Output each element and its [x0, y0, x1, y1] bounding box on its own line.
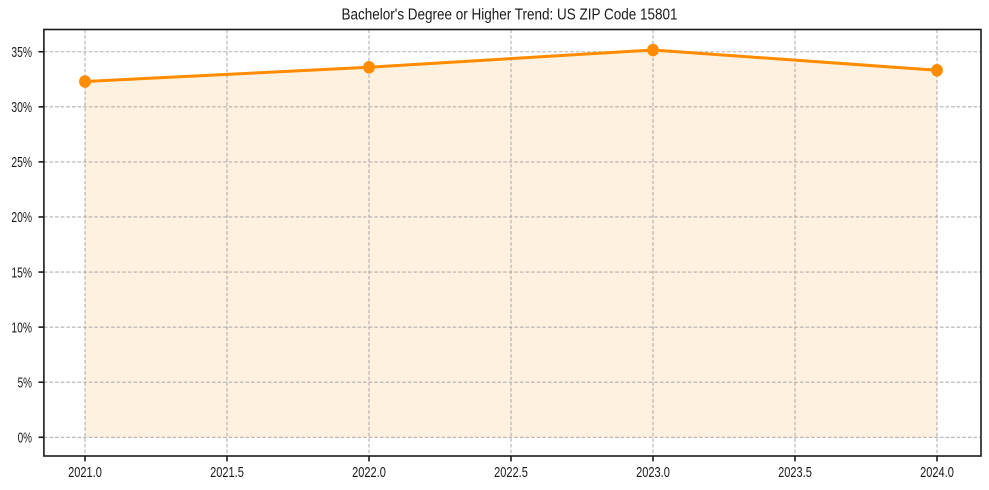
svg-text:0%: 0%: [18, 431, 32, 447]
svg-text:2021.5: 2021.5: [210, 465, 244, 481]
svg-text:25%: 25%: [11, 155, 32, 171]
svg-text:10%: 10%: [11, 320, 32, 336]
svg-text:2021.0: 2021.0: [68, 465, 102, 481]
svg-text:2022.5: 2022.5: [494, 465, 528, 481]
svg-text:2023.5: 2023.5: [778, 465, 812, 481]
svg-text:20%: 20%: [11, 210, 32, 226]
svg-text:15%: 15%: [11, 265, 32, 281]
svg-text:35%: 35%: [11, 45, 32, 61]
svg-text:2024.0: 2024.0: [920, 465, 954, 481]
svg-text:2022.0: 2022.0: [352, 465, 386, 481]
svg-text:30%: 30%: [11, 100, 32, 116]
svg-text:5%: 5%: [18, 375, 32, 391]
svg-text:Bachelor's Degree or Higher Tr: Bachelor's Degree or Higher Trend: US ZI…: [342, 7, 678, 24]
svg-text:2023.0: 2023.0: [636, 465, 670, 481]
